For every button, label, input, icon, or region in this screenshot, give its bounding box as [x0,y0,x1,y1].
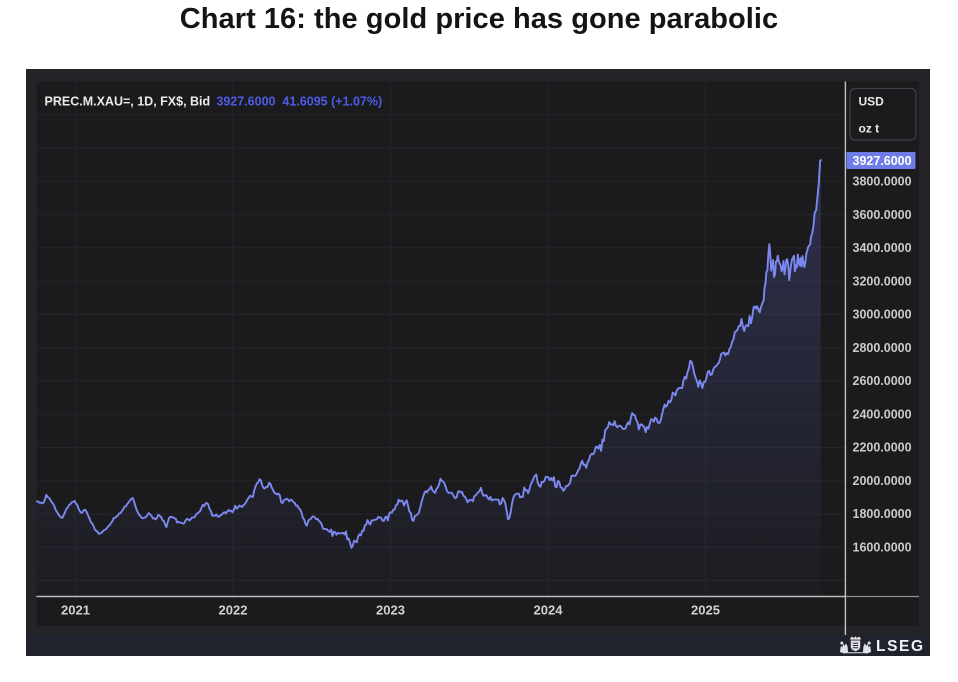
svg-text:2024: 2024 [534,603,564,618]
svg-text:2000.0000: 2000.0000 [853,474,912,488]
svg-text:2022: 2022 [219,603,248,618]
svg-text:2025: 2025 [691,603,720,618]
svg-text:LSEG: LSEG [876,638,925,655]
svg-text:3600.0000: 3600.0000 [853,208,912,222]
svg-text:3927.6000 41.6095 (+1.07%): 3927.6000 41.6095 (+1.07%) [216,95,382,109]
svg-text:3000.0000: 3000.0000 [853,308,912,322]
svg-text:1800.0000: 1800.0000 [853,507,912,521]
svg-text:1600.0000: 1600.0000 [853,541,912,555]
svg-text:2600.0000: 2600.0000 [853,374,912,388]
svg-text:oz t: oz t [859,122,880,136]
svg-text:USD: USD [859,95,885,109]
svg-text:PREC.M.XAU=, 1D, FX$, Bid: PREC.M.XAU=, 1D, FX$, Bid [45,95,211,109]
svg-text:2400.0000: 2400.0000 [853,407,912,421]
svg-text:3200.0000: 3200.0000 [853,274,912,288]
svg-text:3927.6000: 3927.6000 [853,154,912,168]
svg-text:3800.0000: 3800.0000 [853,175,912,189]
svg-text:2023: 2023 [376,603,405,618]
svg-text:2200.0000: 2200.0000 [853,441,912,455]
svg-text:2800.0000: 2800.0000 [853,341,912,355]
svg-text:2021: 2021 [61,603,90,618]
svg-text:3400.0000: 3400.0000 [853,241,912,255]
